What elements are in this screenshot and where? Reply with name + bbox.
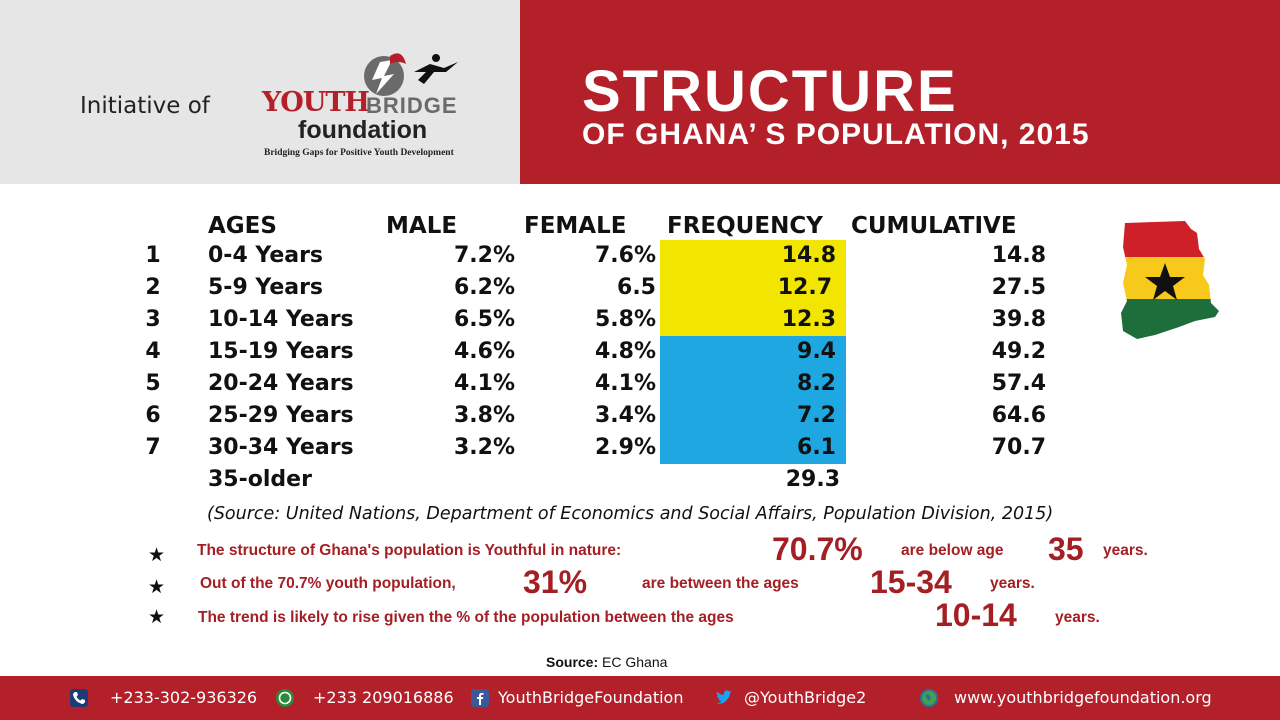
header-title-panel	[520, 0, 1280, 184]
header-left-panel	[0, 0, 520, 184]
row-age: 15-19 Years	[208, 339, 354, 364]
row-female: 6.5	[617, 275, 656, 300]
row-age: 25-29 Years	[208, 403, 354, 428]
row-frequency: 9.4	[660, 336, 846, 368]
row-frequency: 29.3	[785, 467, 840, 492]
row-male: 3.8%	[453, 403, 515, 428]
row-cumulative: 64.6	[991, 403, 1046, 428]
header-ages: AGES	[208, 213, 277, 239]
row-cumulative: 14.8	[991, 243, 1046, 268]
logo-tagline: Bridging Gaps for Positive Youth Develop…	[264, 148, 454, 158]
source-value: EC Ghana	[602, 654, 668, 670]
row-male: 6.5%	[453, 307, 515, 332]
source-note: (Source: United Nations, Department of E…	[207, 504, 1054, 524]
row-frequency: 14.8	[660, 240, 846, 272]
row-number: 4	[145, 339, 161, 364]
page-subtitle: OF GHANA’ S POPULATION, 2015	[582, 118, 1090, 151]
row-female: 2.9%	[594, 435, 656, 460]
phone-icon	[70, 689, 88, 707]
page-title: STRUCTURE	[582, 59, 958, 124]
bullet-1-highlight-age: 35	[1048, 531, 1084, 567]
row-cumulative: 27.5	[991, 275, 1046, 300]
row-number: 5	[145, 371, 161, 396]
row-number: 7	[145, 435, 161, 460]
logo-mark-icon	[364, 53, 458, 96]
bullet-1-text-2: are below age	[901, 542, 1004, 559]
row-male: 4.1%	[453, 371, 515, 396]
row-frequency: 12.7	[660, 272, 846, 304]
row-female: 5.8%	[594, 307, 656, 332]
row-male: 4.6%	[453, 339, 515, 364]
source-bottom: Source: EC Ghana	[546, 654, 667, 670]
row-number: 1	[145, 243, 161, 268]
row-cumulative: 70.7	[991, 435, 1046, 460]
row-frequency: 6.1	[660, 432, 846, 464]
row-age: 10-14 Years	[208, 307, 354, 332]
bullet-3-text: The trend is likely to rise given the % …	[198, 609, 734, 626]
header-frequency: FREQUENCY	[667, 213, 823, 239]
whatsapp-icon	[276, 689, 294, 707]
row-cumulative: 39.8	[991, 307, 1046, 332]
star-icon: ★	[148, 576, 166, 598]
source-label: Source:	[546, 654, 599, 670]
row-age: 20-24 Years	[208, 371, 354, 396]
row-number: 2	[145, 275, 161, 300]
star-icon: ★	[148, 544, 166, 566]
row-male: 7.2%	[453, 243, 515, 268]
footer-twitter[interactable]: @YouthBridge2	[744, 688, 867, 707]
row-age: 5-9 Years	[208, 275, 324, 300]
row-frequency: 8.2	[660, 368, 846, 400]
facebook-icon	[471, 689, 489, 707]
bullet-1-highlight-percent: 70.7%	[772, 531, 863, 567]
footer-phone[interactable]: +233-302-936326	[110, 688, 258, 707]
footer-whatsapp[interactable]: +233 209016886	[313, 688, 454, 707]
row-frequency: 7.2	[660, 400, 846, 432]
row-male: 6.2%	[453, 275, 515, 300]
row-cumulative: 57.4	[991, 371, 1046, 396]
initiative-label: Initiative of	[80, 93, 210, 119]
bullet-2-text-2: are between the ages	[642, 575, 799, 592]
footer-facebook[interactable]: YouthBridgeFoundation	[498, 688, 684, 707]
star-icon: ★	[148, 606, 166, 628]
twitter-icon	[714, 689, 732, 707]
bullet-1-text: The structure of Ghana's population is Y…	[197, 542, 622, 559]
row-male: 3.2%	[453, 435, 515, 460]
ghana-map-icon	[1121, 221, 1219, 339]
row-number: 3	[145, 307, 161, 332]
bullet-2-text: Out of the 70.7% youth population,	[200, 575, 456, 592]
header-female: FEMALE	[524, 213, 627, 239]
logo-youth-text: YOUTH	[262, 87, 370, 118]
footer-bar: +233-302-936326 +233 209016886 YouthBrid…	[0, 676, 1280, 720]
row-female: 3.4%	[594, 403, 656, 428]
footer-website[interactable]: www.youthbridgefoundation.org	[954, 688, 1212, 707]
row-number: 6	[145, 403, 161, 428]
row-female: 4.8%	[594, 339, 656, 364]
logo-foundation-text: foundation	[298, 116, 428, 144]
bullet-3-highlight-ages: 10-14	[935, 597, 1017, 633]
row-cumulative: 49.2	[991, 339, 1046, 364]
row-female: 4.1%	[594, 371, 656, 396]
row-female: 7.6%	[594, 243, 656, 268]
bullet-1-text-3: years.	[1103, 542, 1148, 559]
globe-icon	[920, 689, 938, 707]
bullet-2-highlight-percent: 31%	[523, 564, 588, 600]
header-cumulative: CUMULATIVE	[851, 213, 1017, 239]
bullet-2-highlight-ages: 15-34	[870, 564, 952, 600]
row-age: 30-34 Years	[208, 435, 354, 460]
row-age: 0-4 Years	[208, 243, 324, 268]
bullet-3-text-2: years.	[1055, 609, 1100, 626]
youthbridge-logo: YOUTH BRIDGE foundation Bridging Gaps fo…	[262, 50, 477, 165]
bullet-2-text-3: years.	[990, 575, 1035, 592]
logo-bridge-text: BRIDGE	[366, 93, 458, 118]
header-male: MALE	[386, 213, 458, 239]
row-frequency: 12.3	[660, 304, 846, 336]
row-age: 35-older	[208, 467, 312, 492]
